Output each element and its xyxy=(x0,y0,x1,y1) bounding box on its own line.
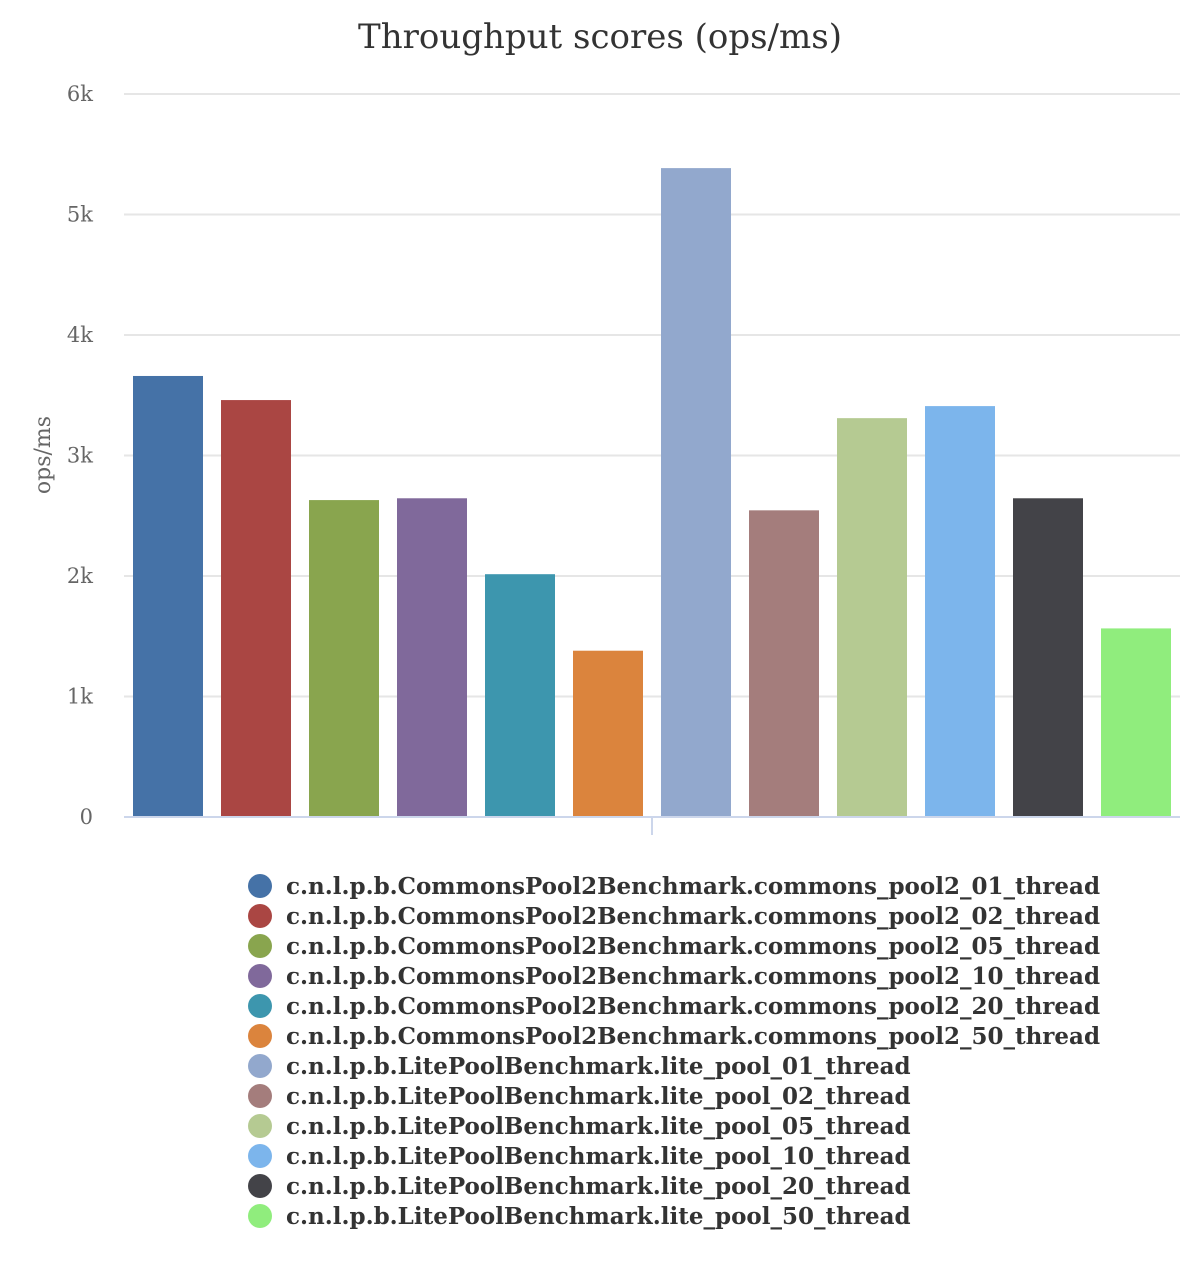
legend-label: c.n.l.p.b.CommonsPool2Benchmark.commons_… xyxy=(286,1023,1100,1050)
y-tick-label: 6k xyxy=(67,82,93,106)
chart-title: Throughput scores (ops/ms) xyxy=(358,17,842,57)
legend-item[interactable]: c.n.l.p.b.CommonsPool2Benchmark.commons_… xyxy=(248,963,1100,990)
legend-marker xyxy=(248,1114,272,1138)
legend-item[interactable]: c.n.l.p.b.CommonsPool2Benchmark.commons_… xyxy=(248,1023,1100,1050)
legend-marker xyxy=(248,1204,272,1228)
legend: c.n.l.p.b.CommonsPool2Benchmark.commons_… xyxy=(248,873,1100,1230)
legend-item[interactable]: c.n.l.p.b.CommonsPool2Benchmark.commons_… xyxy=(248,903,1100,930)
y-tick-label: 0 xyxy=(80,805,93,829)
legend-item[interactable]: c.n.l.p.b.LitePoolBenchmark.lite_pool_01… xyxy=(248,1053,911,1080)
y-tick-label: 1k xyxy=(67,685,93,709)
legend-marker xyxy=(248,964,272,988)
legend-item[interactable]: c.n.l.p.b.LitePoolBenchmark.lite_pool_10… xyxy=(248,1143,911,1170)
legend-marker xyxy=(248,904,272,928)
legend-item[interactable]: c.n.l.p.b.CommonsPool2Benchmark.commons_… xyxy=(248,993,1100,1020)
legend-label: c.n.l.p.b.CommonsPool2Benchmark.commons_… xyxy=(286,903,1100,930)
bar[interactable] xyxy=(1101,628,1171,817)
bar[interactable] xyxy=(221,400,291,817)
bar[interactable] xyxy=(573,650,643,817)
legend-label: c.n.l.p.b.CommonsPool2Benchmark.commons_… xyxy=(286,963,1100,990)
legend-marker xyxy=(248,934,272,958)
legend-item[interactable]: c.n.l.p.b.CommonsPool2Benchmark.commons_… xyxy=(248,933,1100,960)
bar[interactable] xyxy=(1013,498,1083,817)
bars xyxy=(133,168,1171,818)
legend-item[interactable]: c.n.l.p.b.LitePoolBenchmark.lite_pool_02… xyxy=(248,1083,911,1110)
bar[interactable] xyxy=(925,406,995,817)
legend-label: c.n.l.p.b.LitePoolBenchmark.lite_pool_05… xyxy=(286,1113,911,1140)
legend-label: c.n.l.p.b.LitePoolBenchmark.lite_pool_02… xyxy=(286,1083,911,1110)
legend-item[interactable]: c.n.l.p.b.LitePoolBenchmark.lite_pool_50… xyxy=(248,1203,911,1230)
legend-item[interactable]: c.n.l.p.b.LitePoolBenchmark.lite_pool_05… xyxy=(248,1113,911,1140)
bar[interactable] xyxy=(397,498,467,817)
legend-label: c.n.l.p.b.CommonsPool2Benchmark.commons_… xyxy=(286,993,1100,1020)
bar[interactable] xyxy=(309,500,379,817)
legend-marker xyxy=(248,1174,272,1198)
legend-marker xyxy=(248,994,272,1018)
legend-marker xyxy=(248,1024,272,1048)
bar[interactable] xyxy=(661,168,731,818)
legend-label: c.n.l.p.b.LitePoolBenchmark.lite_pool_50… xyxy=(286,1203,911,1230)
legend-label: c.n.l.p.b.CommonsPool2Benchmark.commons_… xyxy=(286,933,1100,960)
legend-marker xyxy=(248,1054,272,1078)
bar[interactable] xyxy=(485,574,555,817)
legend-label: c.n.l.p.b.LitePoolBenchmark.lite_pool_10… xyxy=(286,1143,911,1170)
gridlines xyxy=(124,93,1180,698)
y-axis-title: ops/ms xyxy=(31,416,56,494)
y-tick-label: 5k xyxy=(67,203,93,227)
legend-label: c.n.l.p.b.LitePoolBenchmark.lite_pool_01… xyxy=(286,1053,911,1080)
legend-marker xyxy=(248,1144,272,1168)
bar[interactable] xyxy=(133,375,203,817)
legend-label: c.n.l.p.b.CommonsPool2Benchmark.commons_… xyxy=(286,873,1100,900)
y-tick-label: 4k xyxy=(67,323,93,347)
bar[interactable] xyxy=(837,418,907,817)
y-tick-label: 3k xyxy=(67,444,93,468)
y-tick-label: 2k xyxy=(67,564,93,588)
legend-marker xyxy=(248,874,272,898)
legend-item[interactable]: c.n.l.p.b.LitePoolBenchmark.lite_pool_20… xyxy=(248,1173,911,1200)
y-axis-ticks: 0 1k 2k 3k 4k 5k 6k xyxy=(67,82,93,829)
x-axis xyxy=(124,816,1180,835)
legend-label: c.n.l.p.b.LitePoolBenchmark.lite_pool_20… xyxy=(286,1173,911,1200)
legend-item[interactable]: c.n.l.p.b.CommonsPool2Benchmark.commons_… xyxy=(248,873,1100,900)
legend-marker xyxy=(248,1084,272,1108)
bar[interactable] xyxy=(749,510,819,817)
